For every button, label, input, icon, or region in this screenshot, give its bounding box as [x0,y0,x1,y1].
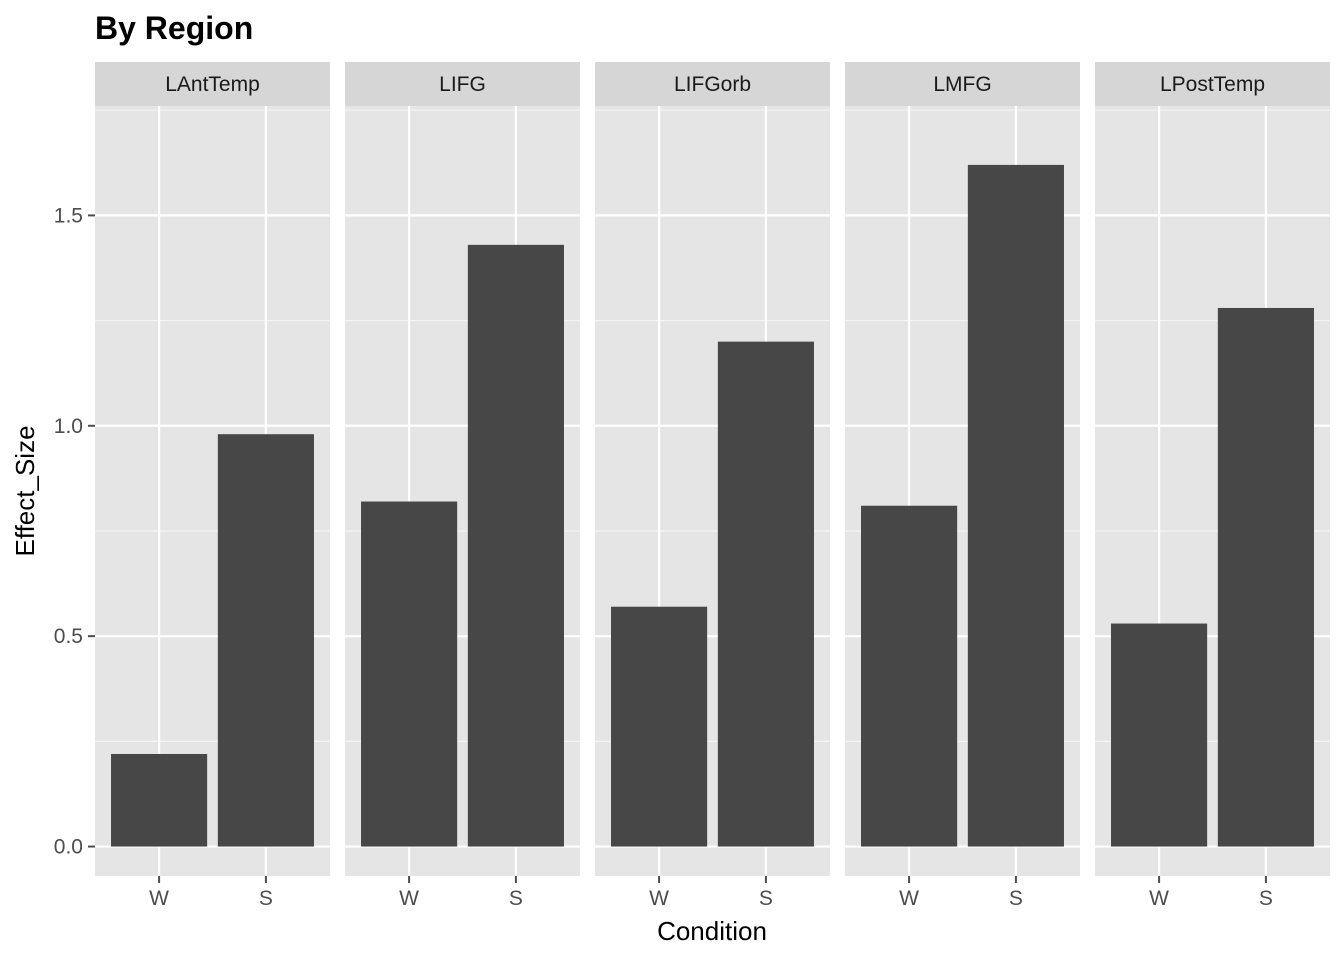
bar-lanttemp-w [111,753,208,847]
facet-panel-lposttemp: W S LPostTemp [1095,62,1330,910]
y-tick-label: 1.0 [54,415,83,438]
chart-title: By Region [95,10,253,46]
bar-lifg-s [467,244,564,847]
facet-strip-label: LIFG [439,73,486,96]
facet-strip-label: LPostTemp [1160,73,1265,96]
bar-lmfg-w [861,505,958,847]
facet-strip [595,62,830,106]
x-tick-label: S [759,887,773,910]
x-tick-label: S [509,887,523,910]
bar-lmfg-s [967,164,1064,847]
facet-strip-label: LIFGorb [674,73,751,96]
facet-strip [345,62,580,106]
x-tick-label: W [1149,887,1169,910]
y-tick-label: 0.5 [54,625,83,648]
bar-lifg-w [361,501,458,847]
x-tick-label: S [1259,887,1273,910]
bar-lifgorb-s [717,341,814,847]
y-tick-label: 1.5 [54,204,83,227]
facet-strip [95,62,330,106]
facet-panel-lifg: W S LIFG [345,62,580,910]
facet-strip [845,62,1080,106]
y-axis-title: Effect_Size [10,425,40,556]
x-tick-label: W [899,887,919,910]
bar-lposttemp-w [1111,623,1208,847]
facet-strip-label: LAntTemp [165,73,260,96]
y-tick-label: 0.0 [54,836,83,859]
facet-panels: W S LAntTemp W S LIFG W S LIFGorb W S LMFG W S LPostTe… [95,62,1330,910]
x-tick-label: W [149,887,169,910]
x-tick-label: S [259,887,273,910]
x-tick-label: S [1009,887,1023,910]
facet-panel-lanttemp: W S LAntTemp [95,62,330,910]
x-axis-title: Condition [657,916,767,946]
bar-lanttemp-s [217,434,314,847]
x-tick-label: W [399,887,419,910]
bar-lifgorb-w [611,606,708,847]
facet-panel-lmfg: W S LMFG [845,62,1080,910]
bar-lposttemp-s [1217,307,1314,847]
y-axis: 0.0 0.5 1.0 1.5 [54,204,95,859]
facet-panel-lifgorb: W S LIFGorb [595,62,830,910]
facet-strip-label: LMFG [933,73,991,96]
x-tick-label: W [649,887,669,910]
facet-strip [1095,62,1330,106]
